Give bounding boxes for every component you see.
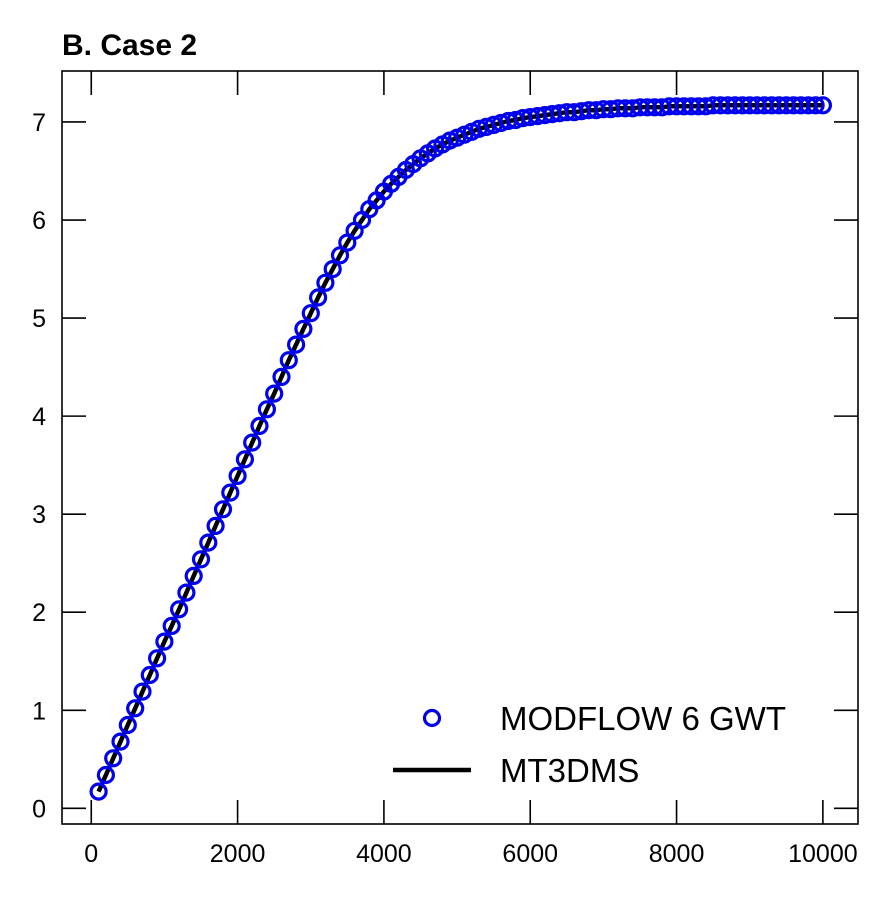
- modflow-point: [170, 600, 189, 619]
- y-tick-label: 3: [32, 501, 46, 529]
- modflow-series: [89, 96, 833, 801]
- modflow-point: [235, 450, 254, 469]
- modflow-point: [140, 665, 159, 685]
- axis-ticks: 0 2000 4000 6000 8000 10000 0 1 2 3 4 5 6 7: [32, 71, 858, 868]
- modflow-point: [301, 304, 320, 323]
- modflow-point: [133, 682, 152, 701]
- modflow-point: [250, 416, 269, 435]
- modflow-point: [813, 96, 833, 115]
- modflow-point: [126, 699, 145, 718]
- modflow-point: [111, 732, 130, 751]
- y-tick-label: 0: [32, 795, 46, 823]
- modflow-point: [118, 715, 137, 735]
- mt3dms-line: [96, 103, 823, 793]
- modflow-point: [96, 765, 116, 785]
- modflow-point: [213, 500, 233, 519]
- y-tick-label: 2: [32, 599, 46, 627]
- y-tick-label: 6: [32, 207, 46, 235]
- x-tick-label: 0: [84, 840, 98, 868]
- modflow-point: [257, 400, 276, 419]
- mt3dms-series: [96, 103, 823, 793]
- x-tick-label: 2000: [210, 840, 266, 868]
- x-tick-label: 6000: [502, 840, 558, 868]
- x-tick-label: 8000: [649, 840, 705, 868]
- modflow-point: [199, 533, 218, 552]
- modflow-point: [221, 483, 240, 502]
- modflow-point: [191, 550, 211, 569]
- x-tick-label: 10000: [788, 840, 858, 868]
- modflow-point: [309, 288, 328, 307]
- modflow-point: [184, 566, 203, 586]
- y-tick-label: 1: [32, 697, 46, 725]
- modflow-point: [177, 583, 196, 602]
- modflow-point: [323, 260, 342, 279]
- modflow-point: [287, 335, 306, 354]
- modflow-point: [89, 782, 108, 801]
- modflow-point: [806, 96, 825, 115]
- legend-marker-modflow: [422, 708, 442, 728]
- modflow-point: [206, 516, 225, 536]
- modflow-point: [148, 649, 167, 668]
- x-tick-label: 4000: [356, 840, 412, 868]
- plot-frame: [61, 70, 859, 825]
- y-tick-label: 7: [32, 109, 46, 137]
- y-tick-label: 4: [32, 403, 46, 431]
- modflow-point: [316, 273, 335, 292]
- legend: MODFLOW 6 GWT MT3DMS: [393, 700, 786, 789]
- modflow-point: [272, 367, 291, 386]
- modflow-point: [155, 632, 174, 651]
- modflow-point: [279, 351, 298, 370]
- chart-title: B. Case 2: [62, 29, 197, 62]
- y-tick-label: 5: [32, 305, 46, 333]
- modflow-point: [104, 749, 123, 768]
- legend-label-mt3dms: MT3DMS: [500, 752, 639, 789]
- modflow-point: [228, 466, 247, 485]
- modflow-point: [243, 433, 262, 452]
- modflow-point: [162, 616, 181, 636]
- legend-label-modflow: MODFLOW 6 GWT: [500, 700, 786, 737]
- modflow-point: [265, 384, 284, 403]
- modflow-point: [294, 319, 313, 338]
